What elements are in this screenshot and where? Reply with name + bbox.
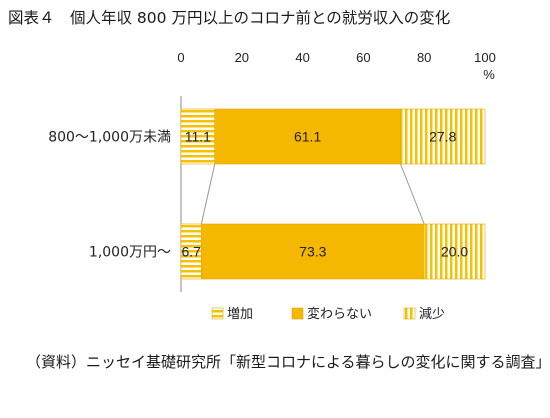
data-label: 61.1 <box>294 129 321 145</box>
legend: 増加 変わらない 減少 <box>211 306 445 322</box>
legend-swatch <box>403 307 416 320</box>
data-label: 11.1 <box>185 129 211 145</box>
value-axis: 0 20 40 60 80 100 <box>177 50 495 65</box>
source-text: ニッセイ基礎研究所「新型コロナによる暮らしの変化に関する調査」 <box>86 353 550 371</box>
data-label: 6.7 <box>181 244 201 260</box>
figure-title: 図表４ 個人年収 800 万円以上のコロナ前との就労収入の変化 <box>8 9 451 27</box>
bar-segment <box>423 223 486 280</box>
legend-label: 変わらない <box>307 306 372 322</box>
data-label: 20.0 <box>441 244 468 260</box>
legend-swatch <box>211 307 224 320</box>
x-tick-label: 40 <box>295 50 309 65</box>
data-label: 27.8 <box>429 129 456 145</box>
x-tick-label: 100 <box>474 50 496 65</box>
source-label: （資料） <box>26 353 87 371</box>
x-tick-label: 60 <box>356 50 370 65</box>
legend-swatch <box>291 307 304 320</box>
axis-unit-label: % <box>483 67 495 82</box>
legend-label: 増加 <box>227 307 253 322</box>
x-tick-label: 20 <box>235 50 249 65</box>
bars: 11.1 61.1 27.8 6.7 73.3 20.0 <box>180 108 486 280</box>
data-label: 73.3 <box>299 244 326 260</box>
x-tick-label: 0 <box>177 50 184 65</box>
series-line <box>400 163 425 225</box>
series-line <box>200 163 216 225</box>
series-lines <box>200 163 425 225</box>
bar-segment <box>201 223 425 280</box>
bar-segment <box>214 108 401 165</box>
category-label: 1,000万円～ <box>89 245 171 261</box>
stacked-bar-chart: 0 20 40 60 80 100 % 11.1 61.1 27.8 6.7 73.3 20.0 8… <box>48 50 496 322</box>
legend-label: 減少 <box>419 306 445 322</box>
bar-segment <box>180 108 216 165</box>
category-labels: 800～1,000万未満 1,000万円～ <box>48 130 171 261</box>
category-label: 800～1,000万未満 <box>48 130 171 146</box>
x-tick-label: 80 <box>417 50 431 65</box>
bar-segment <box>400 108 486 165</box>
